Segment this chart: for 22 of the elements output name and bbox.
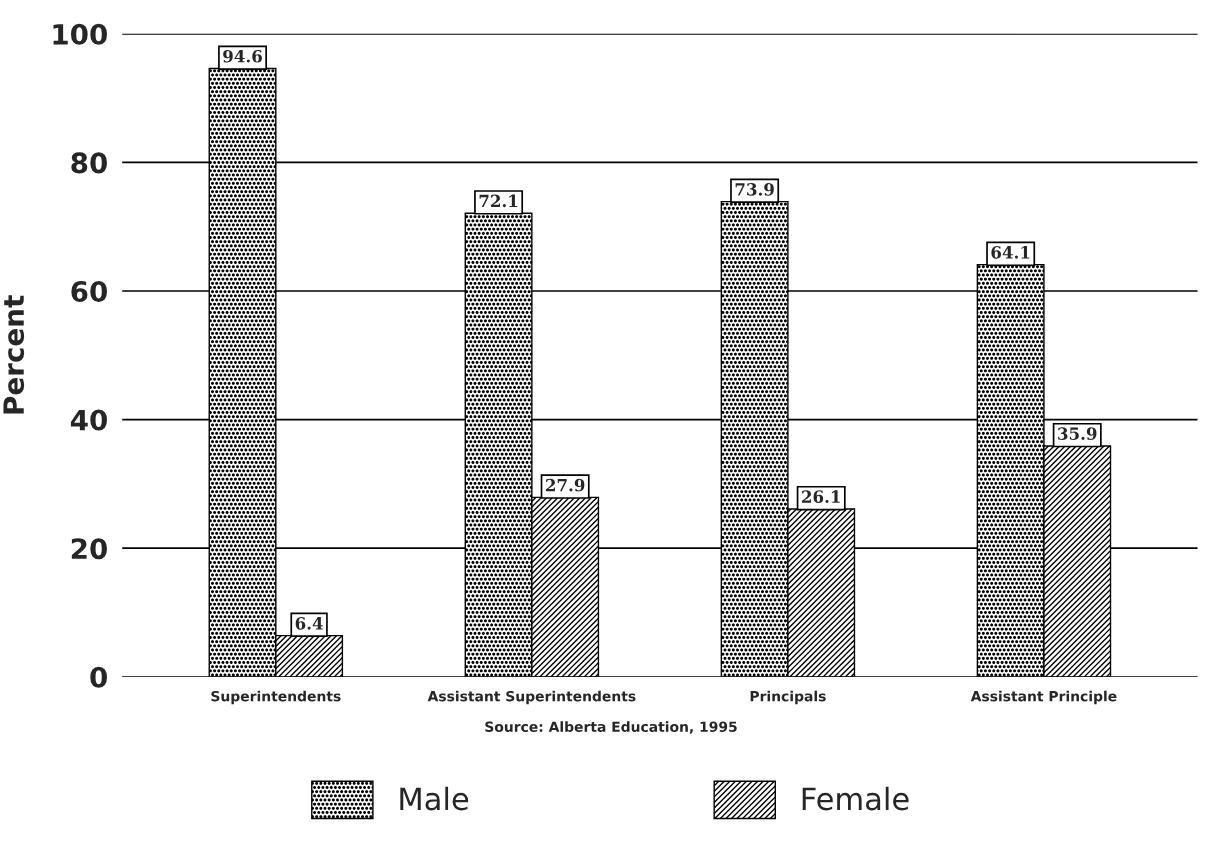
y-tick-label: 100 <box>53 23 107 45</box>
x-tick-label: Assistant Superintendents <box>427 690 636 705</box>
data-label: 6.4 <box>295 617 323 630</box>
data-label: 26.1 <box>802 490 840 503</box>
source-note: Source: Alberta Education, 1995 <box>485 721 737 734</box>
x-tick-label: Principals <box>750 690 826 705</box>
y-axis-title: Percent <box>3 295 25 414</box>
y-tick-label: 20 <box>71 538 107 560</box>
data-label: 72.1 <box>479 194 518 208</box>
y-tick-label: 80 <box>71 152 107 174</box>
legend-label: Male <box>400 786 469 811</box>
y-tick-label: 0 <box>90 666 107 688</box>
y-tick-label: 40 <box>70 409 107 431</box>
x-tick-label: Superintendents <box>211 690 341 705</box>
data-label: 64.1 <box>991 246 1030 259</box>
x-tick-label: Assistant Principle <box>970 690 1117 705</box>
y-tick-label: 60 <box>71 280 107 302</box>
legend-label: Female <box>802 786 909 811</box>
data-label: 27.9 <box>545 478 585 492</box>
data-label: 35.9 <box>1058 427 1097 440</box>
data-label: 73.9 <box>735 183 774 196</box>
data-label: 94.6 <box>223 49 262 63</box>
